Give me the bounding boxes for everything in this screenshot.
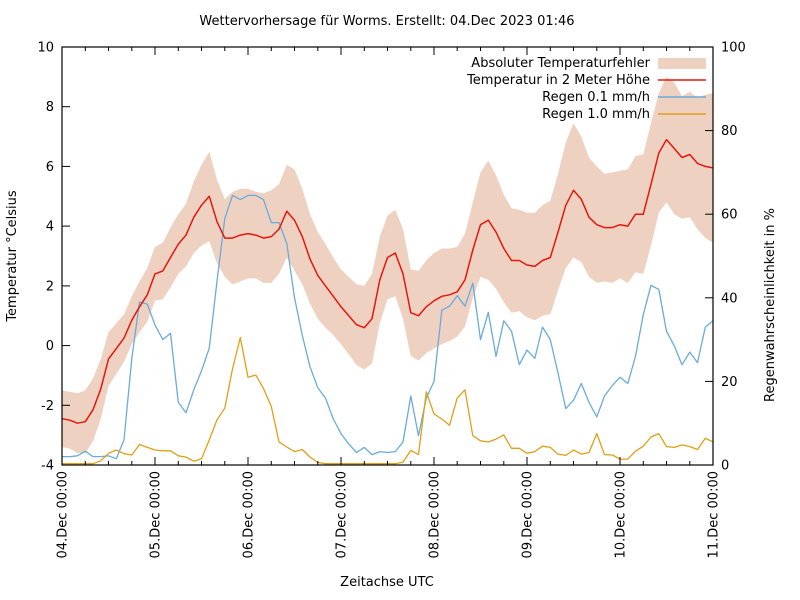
legend: Absoluter Temperaturfehler Temperatur in … xyxy=(466,56,706,122)
chart-title: Wettervorhersage für Worms. Erstellt: 04… xyxy=(199,14,574,29)
y-tick-label: 2 xyxy=(46,279,54,294)
y-tick-label: -2 xyxy=(41,399,54,414)
y2-tick-label: 20 xyxy=(721,375,738,390)
x-tick-label: 07.Dec 00:00 xyxy=(335,471,350,558)
x-axis-label: Zeitachse UTC xyxy=(340,575,434,590)
y-tick-label: 4 xyxy=(46,220,54,235)
y-tick-label: -4 xyxy=(41,459,54,474)
legend-label: Regen 1.0 mm/h xyxy=(542,107,650,122)
y-tick-label: 0 xyxy=(46,339,54,354)
y-tick-label: 6 xyxy=(46,160,54,175)
y-axis-label: Temperatur °Celsius xyxy=(5,190,20,323)
plot-border xyxy=(61,46,714,466)
x-tick-label: 04.Dec 00:00 xyxy=(56,471,71,558)
x-tick-label: 08.Dec 00:00 xyxy=(428,471,443,558)
y2-tick-label: 100 xyxy=(721,41,746,56)
legend-band-swatch xyxy=(658,58,706,69)
y-tick-label: 8 xyxy=(46,100,54,115)
y2-tick-label: 40 xyxy=(721,291,738,306)
legend-label: Regen 0.1 mm/h xyxy=(542,90,650,105)
tick-labels: 04.Dec 00:00 05.Dec 00:00 06.Dec 00:00 07.D… xyxy=(37,41,745,559)
temperature-error-band xyxy=(62,76,713,454)
axis-ticks xyxy=(61,46,714,466)
y2-tick-label: 60 xyxy=(721,208,738,223)
x-tick-label: 06.Dec 00:00 xyxy=(242,471,257,558)
rain-0.1mm-line xyxy=(62,194,714,460)
x-tick-label: 09.Dec 00:00 xyxy=(521,471,536,558)
temperature-line xyxy=(61,138,714,424)
x-tick-label: 05.Dec 00:00 xyxy=(149,471,164,558)
y2-tick-label: 0 xyxy=(721,459,729,474)
y2-axis-label: Regenwahrscheinlichkeit in % xyxy=(763,208,778,402)
legend-label: Absoluter Temperaturfehler xyxy=(471,56,650,71)
legend-label: Temperatur in 2 Meter Höhe xyxy=(466,73,650,88)
y-tick-label: 10 xyxy=(37,41,54,56)
x-tick-label: 10.Dec 00:00 xyxy=(614,471,629,558)
y2-tick-label: 80 xyxy=(721,124,738,139)
data-series xyxy=(61,76,714,465)
x-tick-label: 11.Dec 00:00 xyxy=(707,471,722,558)
